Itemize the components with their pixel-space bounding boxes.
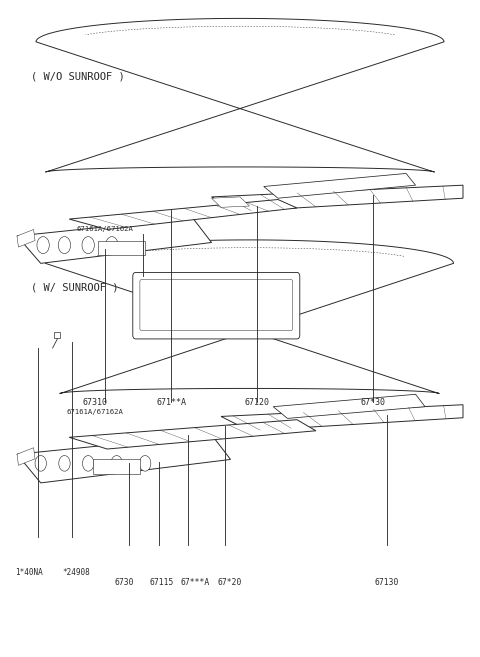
Circle shape — [139, 455, 151, 471]
Polygon shape — [69, 200, 297, 229]
Text: ( W/ SUNROOF ): ( W/ SUNROOF ) — [31, 283, 119, 293]
Text: 67***A: 67***A — [180, 578, 210, 587]
Circle shape — [59, 455, 70, 471]
Bar — [97, 240, 145, 255]
Circle shape — [106, 237, 118, 254]
FancyBboxPatch shape — [140, 280, 293, 330]
Text: ( W/O SUNROOF ): ( W/O SUNROOF ) — [31, 71, 125, 81]
Circle shape — [58, 237, 71, 254]
Polygon shape — [264, 173, 416, 198]
Circle shape — [82, 237, 95, 254]
Circle shape — [35, 455, 47, 471]
Bar — [93, 459, 140, 474]
Polygon shape — [17, 217, 212, 263]
Text: 67161A/67162A: 67161A/67162A — [67, 409, 124, 415]
Polygon shape — [17, 229, 35, 247]
Polygon shape — [221, 405, 463, 431]
Circle shape — [83, 455, 94, 471]
Text: 671**A: 671**A — [156, 398, 186, 407]
FancyBboxPatch shape — [133, 273, 300, 339]
Polygon shape — [273, 394, 425, 419]
Text: 67310: 67310 — [83, 398, 108, 407]
Polygon shape — [212, 197, 250, 208]
Text: 67115: 67115 — [150, 578, 174, 587]
Text: 67*20: 67*20 — [217, 578, 242, 587]
Polygon shape — [17, 435, 230, 483]
Text: *24908: *24908 — [62, 568, 90, 577]
Text: 6730: 6730 — [114, 578, 133, 587]
Circle shape — [111, 455, 122, 471]
Polygon shape — [17, 447, 35, 465]
Text: 67130: 67130 — [375, 578, 399, 587]
Text: 67120: 67120 — [244, 398, 269, 407]
Polygon shape — [69, 420, 316, 449]
Circle shape — [37, 237, 49, 254]
Polygon shape — [36, 18, 444, 172]
Polygon shape — [212, 185, 463, 212]
Text: 1*40NA: 1*40NA — [15, 568, 43, 577]
Text: 67*30: 67*30 — [360, 398, 385, 407]
Text: 67161A/67162A: 67161A/67162A — [76, 226, 133, 232]
Polygon shape — [46, 240, 454, 394]
